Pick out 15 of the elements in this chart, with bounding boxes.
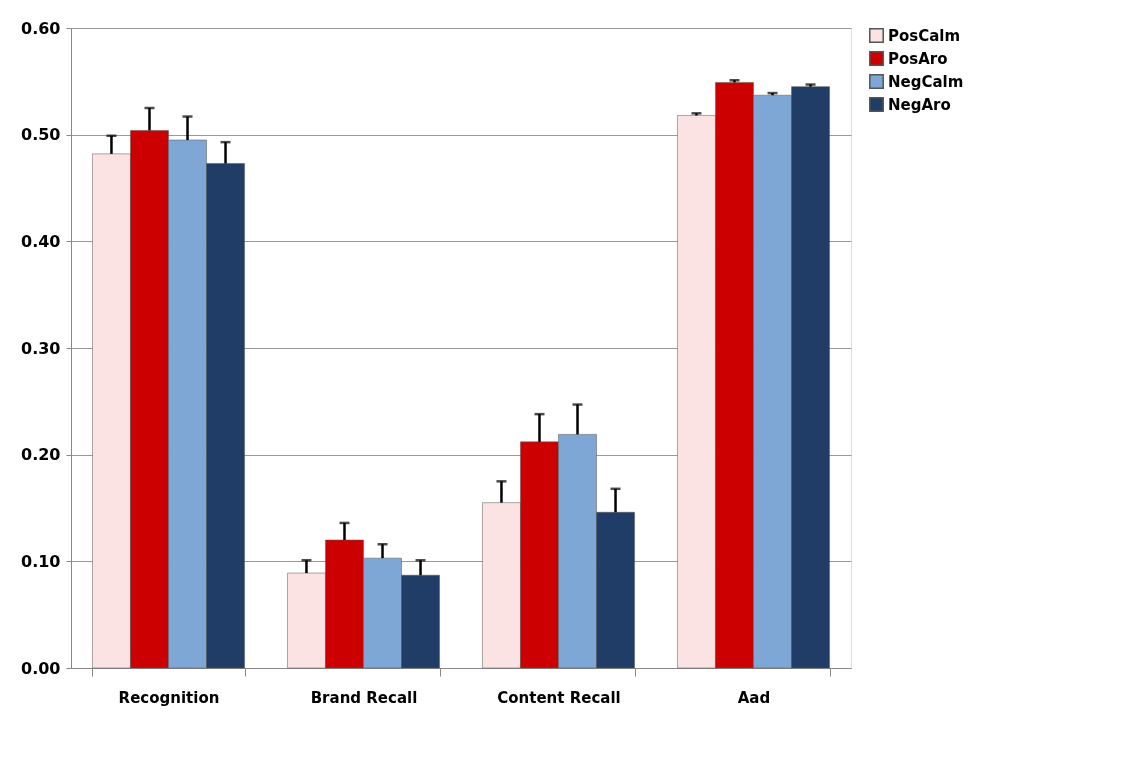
- legend-label: PosAro: [888, 49, 948, 68]
- legend-label: PosCalm: [888, 26, 961, 45]
- y-tick-label: 0.10: [21, 551, 61, 571]
- x-tick-label: Recognition: [118, 688, 220, 707]
- y-tick-label: 0.40: [21, 231, 61, 251]
- y-tick-label: 0.60: [21, 18, 61, 38]
- y-tick-label: 0.30: [21, 338, 61, 358]
- legend-label: NegCalm: [888, 72, 964, 91]
- y-tick-label: 0.00: [21, 658, 61, 678]
- x-tick-label: Aad: [737, 688, 771, 707]
- y-tick-label: 0.50: [21, 125, 61, 145]
- x-tick-label: Content Recall: [497, 688, 621, 707]
- y-tick-label: 0.20: [21, 445, 61, 465]
- x-tick-label: Brand Recall: [310, 688, 418, 707]
- legend-label: NegAro: [888, 95, 951, 114]
